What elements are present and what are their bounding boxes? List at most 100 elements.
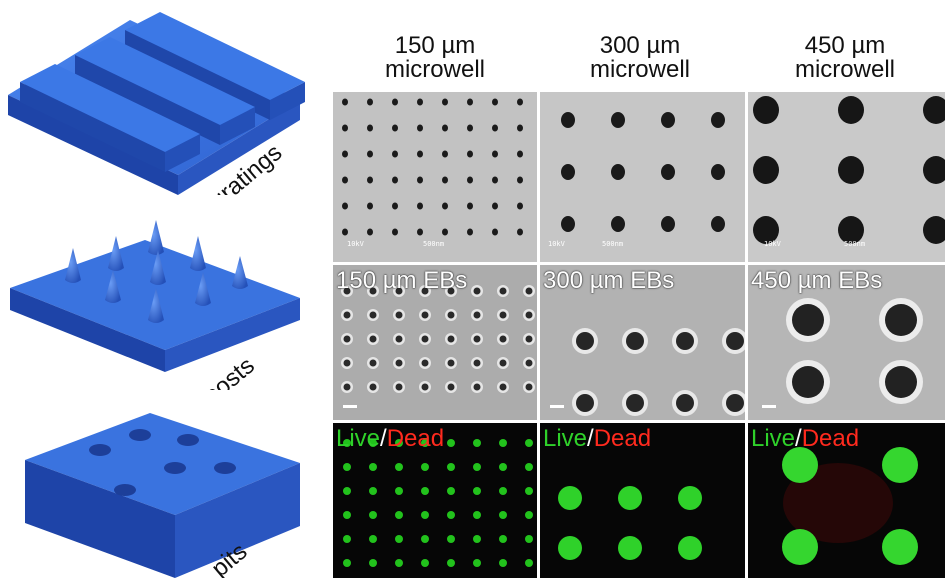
live-cell-cluster [369,511,377,519]
microwell [611,216,625,232]
microwell [367,202,373,210]
live-cell-cluster [473,535,481,543]
sem-panel-150: 10kV 500nm [333,92,537,262]
microwell [661,216,675,232]
live-cell-cluster [369,487,377,495]
embryoid-body [626,332,644,350]
microwell [442,202,448,210]
dead-text: Dead [593,425,652,452]
eb-array [748,265,945,420]
microwell [417,228,423,236]
embryoid-body [525,287,533,295]
microwell [367,228,373,236]
live-cell-cluster [782,529,818,565]
column-size: 450 µm [804,32,886,59]
microwell [517,202,523,210]
microwell [492,228,498,236]
dead-text: Dead [386,425,445,452]
microwell [342,124,348,132]
gratings-schematic: gratings [8,12,305,195]
embryoid-body [726,394,744,412]
live-cell-cluster [343,439,351,447]
sem-mag-label: 10kV [764,240,781,248]
embryoid-body [499,311,507,319]
microwell [517,228,523,236]
embryoid-body [576,332,594,350]
microwell [711,216,725,232]
microwell [753,96,779,124]
live-cell-cluster [421,463,429,471]
live-cell-cluster [447,511,455,519]
microwell-array [333,92,537,262]
live-cell-cluster [525,511,533,519]
scale-bar [550,405,564,408]
microwell [367,98,373,106]
microwell [467,202,473,210]
live-cell-cluster [882,529,918,565]
live-cell-cluster [343,463,351,471]
microwell [442,150,448,158]
microwell [711,112,725,128]
embryoid-body [792,304,824,336]
embryoid-body [792,366,824,398]
embryoid-body [421,383,429,391]
livedead-panel-150: Live/Dead [333,423,537,578]
microwell [753,216,779,244]
microwell [342,176,348,184]
embryoid-body [576,394,594,412]
posts-label: posts [199,352,260,390]
fluorescence-array [333,423,537,578]
live-cell-cluster [369,439,377,447]
microwell [392,150,398,158]
embryoid-body [499,287,507,295]
microwell [342,228,348,236]
live-cell-cluster [395,511,403,519]
microwell [392,98,398,106]
microwell [661,164,675,180]
microwell [442,176,448,184]
microwell [467,176,473,184]
microwell [838,216,864,244]
embryoid-body [369,383,377,391]
embryoid-body [447,335,455,343]
post-cones [65,220,248,323]
embryoid-body [499,335,507,343]
live-cell-cluster [421,535,429,543]
microwell-array [748,92,945,262]
microwell [661,112,675,128]
embryoid-body [395,359,403,367]
live-cell-cluster [618,486,642,510]
sem-panel-450: 10kV 500nm [748,92,945,262]
livedead-panel-300: Live/Dead [540,423,745,578]
embryoid-body [421,311,429,319]
livedead-panel-450: Live/Dead [748,423,945,578]
eb-label: 450 µm EBs [751,267,883,294]
live-text: Live [336,425,381,452]
fluorescence-array [540,423,745,578]
separator-text: / [795,425,802,452]
embryoid-body [343,287,351,295]
embryoid-body [395,287,403,295]
eb-label: 150 µm EBs [336,267,468,294]
microwell [442,228,448,236]
separator-text: / [587,425,594,452]
live-cell-cluster [395,439,403,447]
embryoid-body [473,311,481,319]
pits-schematic: pits [25,413,300,578]
live-cell-cluster [618,536,642,560]
column-header-150: 150 µm microwell [335,34,535,82]
microwell [492,176,498,184]
microwell [517,150,523,158]
eb-panel-150: 150 µm EBs [333,265,537,420]
live-cell-cluster [525,559,533,567]
live-cell-cluster [421,487,429,495]
live-text: Live [751,425,796,452]
sem-mag-label: 10kV [548,240,565,248]
embryoid-body [343,383,351,391]
embryoid-body [473,335,481,343]
embryoid-body [343,311,351,319]
embryoid-body [676,332,694,350]
live-cell-cluster [525,439,533,447]
live-text: Live [543,425,588,452]
live-cell-cluster [882,447,918,483]
